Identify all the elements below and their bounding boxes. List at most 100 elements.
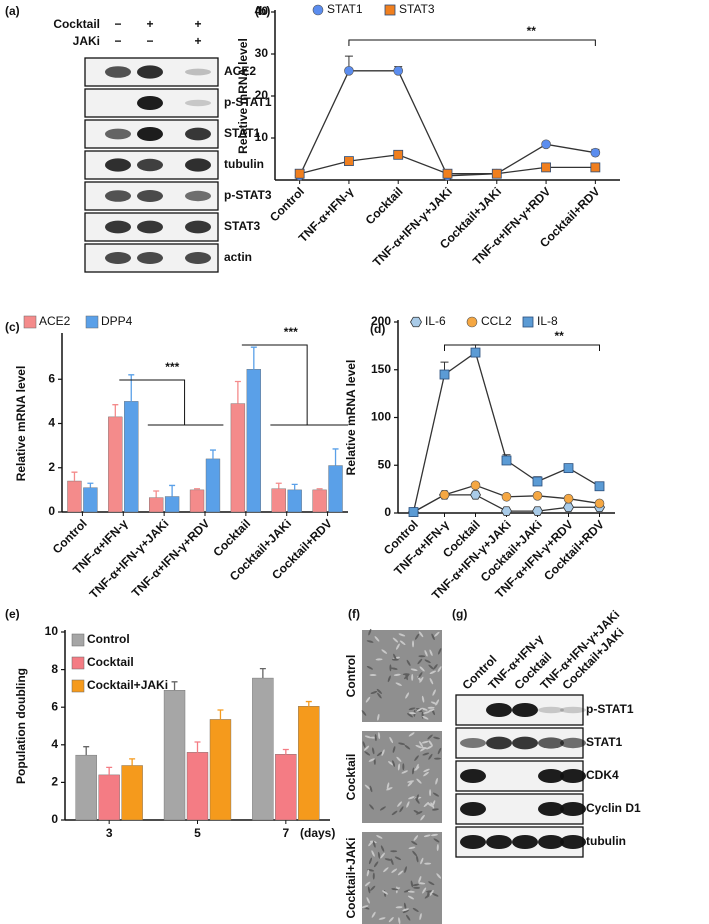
cell [414,755,419,761]
cell [401,770,408,774]
blot-label: p-STAT1 [224,95,272,109]
legend-label: Cocktail+JAKi [87,678,168,692]
cell [392,746,396,753]
cell [429,789,432,797]
marker [408,507,419,517]
blot-band [560,706,586,714]
x-tick-label: 3 [106,826,113,840]
cell [396,643,400,650]
legend-swatch [71,633,85,647]
y-tick-label: 6 [51,699,58,713]
bar [83,487,98,513]
cell [369,804,374,810]
cell [414,633,420,640]
cell [405,692,410,699]
cell [397,801,402,807]
cell [407,713,413,718]
bar [124,401,139,513]
bar [108,416,123,513]
cell [391,658,399,661]
cell [413,886,421,889]
cell [370,691,378,695]
marker [594,498,605,509]
cell [415,798,420,804]
blot-band [486,835,512,849]
cell [363,745,370,751]
cell [410,668,418,672]
legend-swatch [71,679,85,693]
cell [432,893,439,897]
cell [377,851,381,859]
blot-band [538,835,564,849]
condition-sign: − [114,17,121,31]
marker [439,369,450,380]
cell [407,781,413,787]
cell [428,664,434,670]
bar [163,690,186,821]
cell [404,866,407,873]
cell [381,649,388,654]
error-bar [250,346,257,370]
cell [419,666,425,672]
cell [402,908,410,912]
cell [406,659,411,666]
blot-band [460,769,486,783]
error-bar [234,380,241,404]
blot-band [486,703,512,717]
cell [415,763,419,771]
error-bar [71,471,78,482]
cell [367,868,375,872]
cell [416,855,419,863]
cell [404,744,411,750]
marker [344,156,354,167]
marker [470,347,481,358]
cell [368,840,373,847]
blot-band [105,128,131,140]
x-tick-label: Control [267,184,307,224]
blot-band [137,96,163,110]
error-bar [209,449,216,459]
cell [399,806,404,813]
cell [413,835,419,841]
x-unit: (days) [300,826,335,840]
legend-label: STAT1 [327,2,363,16]
cell [421,707,428,711]
error-bar [83,746,90,756]
annotation: *** [165,360,179,374]
bar [98,774,120,821]
cell [398,633,406,637]
blot-band [560,769,586,783]
cell [374,636,380,642]
marker [470,480,481,491]
x-tick-label: TNF-α+IFN-γ+RDV [129,516,212,599]
y-tick-label: 0 [48,504,55,518]
cell [434,757,442,760]
y-tick-label: 100 [371,410,391,424]
error-bar [305,700,312,707]
blot-band [460,738,486,748]
y-tick-label: 6 [48,371,55,385]
cell [384,858,392,861]
cell [438,648,442,655]
marker [470,490,481,500]
cell [412,907,419,912]
cell [361,905,369,908]
cell [434,631,440,637]
cell [371,911,376,918]
blot-band [185,252,211,264]
cell [432,808,439,811]
blot-label: actin [224,250,252,264]
series-line [299,70,596,177]
blot-band [538,769,564,783]
bar [287,489,302,513]
cell [422,752,430,756]
legend-label: CCL2 [481,314,512,328]
blot-band [512,736,538,750]
x-tick-label: 7 [282,826,289,840]
blot-band [105,190,131,202]
cell [369,785,373,793]
image-label: Cocktail [344,754,358,801]
cell [396,756,402,762]
annotation: ** [555,329,565,343]
cell [423,768,430,773]
